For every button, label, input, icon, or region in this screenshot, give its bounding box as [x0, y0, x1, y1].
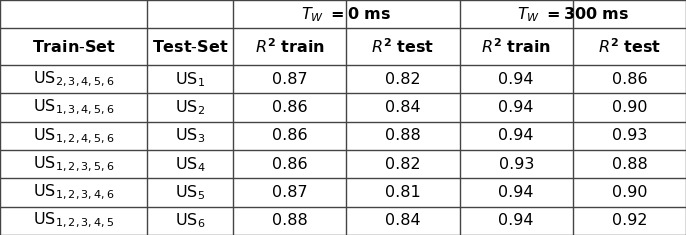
Text: $\mathit{T}_{\mathit{W}}\ \mathbf{= 300\ ms}$: $\mathit{T}_{\mathit{W}}\ \mathbf{= 300\…	[517, 5, 629, 24]
Text: 0.86: 0.86	[272, 157, 307, 172]
Text: 0.82: 0.82	[386, 72, 421, 87]
Text: 0.90: 0.90	[612, 100, 647, 115]
Text: $\mathrm{US}_{1,2,3,4,6}$: $\mathrm{US}_{1,2,3,4,6}$	[33, 183, 115, 202]
Text: $\mathrm{US}_{1,2,3,5,6}$: $\mathrm{US}_{1,2,3,5,6}$	[33, 155, 115, 174]
Text: 0.93: 0.93	[612, 128, 647, 143]
Text: $\mathrm{US}_{4}$: $\mathrm{US}_{4}$	[175, 155, 206, 174]
Text: $\mathrm{US}_{1,3,4,5,6}$: $\mathrm{US}_{1,3,4,5,6}$	[33, 98, 115, 117]
Text: $\mathbf{Train\text{-}Set}$: $\mathbf{Train\text{-}Set}$	[32, 39, 116, 55]
Text: $\mathrm{US}_{2}$: $\mathrm{US}_{2}$	[176, 98, 205, 117]
Text: 0.87: 0.87	[272, 185, 307, 200]
Text: 0.94: 0.94	[499, 128, 534, 143]
Text: $\mathit{R}^{\mathbf{2}}\ \mathbf{train}$: $\mathit{R}^{\mathbf{2}}\ \mathbf{train}…	[482, 37, 551, 56]
Text: 0.81: 0.81	[385, 185, 421, 200]
Text: $\mathit{R}^{\mathbf{2}}\ \mathbf{train}$: $\mathit{R}^{\mathbf{2}}\ \mathbf{train}…	[255, 37, 324, 56]
Text: $\mathrm{US}_{1,2,3,4,5}$: $\mathrm{US}_{1,2,3,4,5}$	[33, 211, 115, 231]
Text: 0.86: 0.86	[272, 100, 307, 115]
Text: 0.88: 0.88	[385, 128, 421, 143]
Text: 0.90: 0.90	[612, 185, 647, 200]
Text: $\mathrm{US}_{2,3,4,5,6}$: $\mathrm{US}_{2,3,4,5,6}$	[33, 70, 115, 89]
Text: 0.82: 0.82	[386, 157, 421, 172]
Text: 0.94: 0.94	[499, 213, 534, 228]
Text: $\mathrm{US}_{1}$: $\mathrm{US}_{1}$	[176, 70, 205, 89]
Text: 0.86: 0.86	[612, 72, 647, 87]
Text: 0.84: 0.84	[386, 100, 421, 115]
Text: 0.92: 0.92	[612, 213, 647, 228]
Text: $\mathrm{US}_{3}$: $\mathrm{US}_{3}$	[176, 127, 205, 145]
Text: $\mathit{T}_{\mathit{W}}\ \mathbf{= 0\ ms}$: $\mathit{T}_{\mathit{W}}\ \mathbf{= 0\ m…	[301, 5, 392, 24]
Text: 0.86: 0.86	[272, 128, 307, 143]
Text: 0.94: 0.94	[499, 185, 534, 200]
Text: $\mathrm{US}_{5}$: $\mathrm{US}_{5}$	[176, 183, 205, 202]
Text: 0.84: 0.84	[386, 213, 421, 228]
Text: 0.93: 0.93	[499, 157, 534, 172]
Text: $\mathrm{US}_{6}$: $\mathrm{US}_{6}$	[175, 212, 206, 230]
Text: 0.94: 0.94	[499, 72, 534, 87]
Text: $\mathrm{US}_{1,2,4,5,6}$: $\mathrm{US}_{1,2,4,5,6}$	[33, 126, 115, 145]
Text: 0.88: 0.88	[272, 213, 308, 228]
Text: $\mathit{R}^{\mathbf{2}}\ \mathbf{test}$: $\mathit{R}^{\mathbf{2}}\ \mathbf{test}$	[372, 37, 434, 56]
Text: $\mathit{R}^{\mathbf{2}}\ \mathbf{test}$: $\mathit{R}^{\mathbf{2}}\ \mathbf{test}$	[598, 37, 661, 56]
Text: 0.88: 0.88	[611, 157, 648, 172]
Text: 0.94: 0.94	[499, 100, 534, 115]
Text: 0.87: 0.87	[272, 72, 307, 87]
Text: $\mathbf{Test\text{-}Set}$: $\mathbf{Test\text{-}Set}$	[152, 39, 228, 55]
